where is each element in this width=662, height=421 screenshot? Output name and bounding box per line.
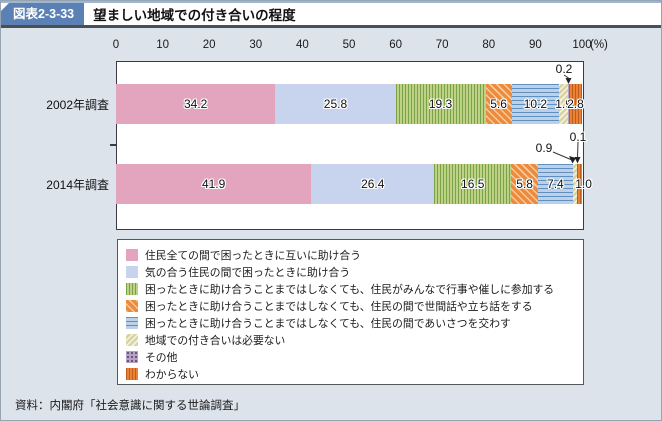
legend-label: 気の合う住民の間で困ったときに助け合う [145,266,351,279]
segment-value-label: 10.2 [523,97,548,111]
segment-value-label: 5.8 [516,177,533,191]
x-axis-tick-label: 40 [295,39,309,51]
legend-item: 地域での付き合いは必要ない [118,331,583,348]
x-axis-tick-label: 10 [156,39,169,51]
bar-segment: 1.0 [575,164,592,204]
x-axis-tick-label: 90 [528,39,542,51]
legend-item: 困ったときに助け合うことまではしなくても、住民の間で世間話や立ち話をする [118,297,583,314]
legend-item: その他 [118,348,583,365]
legend-swatch-khaki-diagonal-stripes [126,333,138,346]
stacked-bar-2002年調査: 34.2 25.8 19.3 5.6 10.2 1.9 2.8 [116,84,584,124]
y-axis-tick-mark [110,144,116,146]
segment-value-label: 2.8 [567,97,584,111]
legend-label: 住民全ての間で困ったときに互いに助け合う [145,249,361,262]
segment-value-label: 25.8 [323,97,348,111]
x-axis-unit-label: (%) [590,39,608,51]
x-axis-tick-label: 20 [202,39,216,51]
annotation-value-label: 0.2 [555,62,573,76]
annotation-value-label: 0.1 [569,130,587,144]
x-axis-tick-label: 80 [482,39,496,51]
bar-segment: 25.8 [275,84,396,124]
x-axis-tick-label: 70 [435,39,449,51]
legend-label: その他 [145,351,178,364]
legend-label: 困ったときに助け合うことまではしなくても、住民の間であいさつを交わす [145,317,511,330]
legend-item: 住民全ての間で困ったときに互いに助け合う [118,246,583,263]
segment-value-label: 26.4 [361,177,385,191]
legend-swatch-solid-pink [126,248,138,261]
segment-value-label: 1.9 [555,97,572,111]
x-axis-tick-label: 30 [249,39,263,51]
legend-swatch-purple-dots [126,350,138,363]
x-axis-tick-label: 0 [112,39,120,51]
figure-number-badge: 図表2-3-33 [1,3,85,25]
legend-item: 気の合う住民の間で困ったときに助け合う [118,263,583,280]
bar-segment [572,164,577,204]
segment-value-label: 19.3 [428,97,453,111]
legend-item: 困ったときに助け合うことまではしなくても、住民がみんなで行事や催しに参加する [118,280,583,297]
stacked-bar-2014年調査: 41.9 26.4 16.5 5.8 7.4 1.0 [116,164,592,204]
bar-segment: 5.6 [485,84,512,124]
bar-segment: 19.3 [395,84,486,124]
segment-value-label: 34.2 [183,97,208,111]
segment-value-label: 16.5 [461,177,485,191]
bar-segment: 34.2 [116,84,276,124]
x-axis-tick-label: 50 [342,39,356,51]
bar-segment: 7.4 [538,164,573,204]
bar-segment: 41.9 [116,164,312,204]
segment-value-label: 5.6 [490,97,507,111]
segment-value-label: 1.0 [575,177,592,191]
legend-box: 住民全ての間で困ったときに互いに助け合う 気の合う住民の間で困ったときに助け合う困… [117,239,584,385]
annotation-value-label: 0.9 [535,141,553,155]
category-label: 2002年調査 [46,98,109,112]
segment-value-label: 7.4 [547,177,564,191]
bar-segment: 2.8 [567,84,584,124]
bar-segment: 1.9 [555,84,572,124]
legend-swatch-orange-diagonal-stripes [126,299,138,312]
bar-segment: 26.4 [311,164,435,204]
x-axis-tick-label: 60 [389,39,402,51]
bar-segment: 16.5 [434,164,512,204]
category-label: 2014年調査 [46,178,109,192]
bar-segment [567,84,569,124]
legend-label: 困ったときに助け合うことまではしなくても、住民がみんなで行事や催しに参加する [145,283,555,296]
figure-header: 図表2-3-33 望ましい地域での付き合いの程度 [1,1,661,28]
legend-swatch-green-vertical-stripes [126,282,138,295]
source-note: 資料：内閣府「社会意識に関する世論調査」 [15,400,245,412]
bar-segment: 5.8 [511,164,539,204]
figure-title: 望ましい地域での付き合いの程度 [93,8,296,23]
legend-item: 困ったときに助け合うことまではしなくても、住民の間であいさつを交わす [118,314,583,331]
legend-swatch-orange-vertical-stripes [126,367,138,380]
legend-swatch-solid-lavender [126,265,138,278]
legend-label: 困ったときに助け合うことまではしなくても、住民の間で世間話や立ち話をする [145,300,533,313]
segment-value-label: 41.9 [201,177,226,191]
legend-label: 地域での付き合いは必要ない [145,334,286,347]
bar-segment: 10.2 [511,84,560,124]
x-axis-tick-label: 100 [572,39,592,51]
legend-swatch-blue-horizontal-stripes [126,316,138,329]
legend-label: わからない [145,368,199,381]
legend-item: わからない [118,365,583,382]
